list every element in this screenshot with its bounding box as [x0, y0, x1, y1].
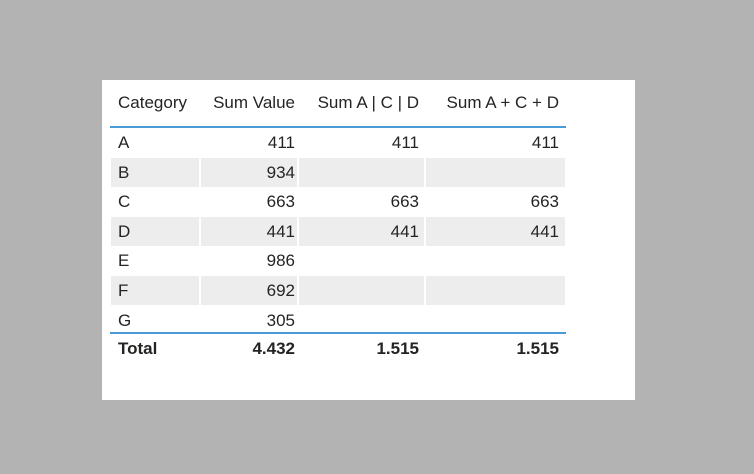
row-shade	[299, 157, 424, 187]
row-shade	[201, 216, 297, 246]
value-cell: 692	[266, 281, 295, 300]
header-rule	[110, 126, 566, 128]
column-header: Sum A + C + D	[446, 93, 559, 112]
row-shade	[111, 216, 199, 246]
total-rule	[110, 332, 566, 334]
category-cell: B	[118, 162, 130, 182]
value-cell: 986	[266, 251, 295, 271]
total-cell: 4.432	[252, 339, 295, 358]
value-cell: 441	[266, 221, 295, 241]
column-header: Category	[118, 93, 187, 112]
row-shade	[299, 216, 424, 246]
category-cell: A	[118, 133, 130, 152]
category-cell: D	[118, 221, 131, 241]
row-shade	[111, 157, 199, 187]
value-cell: 411	[267, 133, 295, 152]
value-cell: 411	[391, 133, 419, 152]
row-shade	[426, 276, 565, 305]
value-cell: 411	[531, 133, 559, 152]
row-shade	[426, 157, 565, 187]
value-cell: 441	[390, 221, 419, 241]
row-shade	[299, 276, 424, 305]
total-cell: 1.515	[376, 339, 419, 358]
category-cell: F	[118, 281, 129, 300]
value-cell: 441	[530, 221, 559, 241]
total-cell: Total	[118, 339, 158, 358]
column-header: Sum Value	[213, 93, 295, 112]
value-cell: 663	[266, 192, 295, 212]
row-shade	[111, 276, 199, 305]
row-shade	[201, 157, 297, 187]
category-cell: C	[118, 192, 131, 212]
column-header: Sum A | C | D	[317, 93, 419, 112]
value-cell: 663	[390, 192, 419, 212]
value-cell: 663	[530, 192, 559, 212]
category-cell: E	[118, 251, 130, 271]
value-cell: 305	[266, 310, 295, 330]
row-shade	[426, 216, 565, 246]
total-cell: 1.515	[516, 339, 559, 358]
row-shade	[201, 276, 297, 305]
table-visual: Category Sum Value Sum A | C | D Sum A + C …	[102, 80, 635, 400]
category-cell: G	[118, 310, 132, 330]
value-cell: 934	[266, 162, 295, 182]
